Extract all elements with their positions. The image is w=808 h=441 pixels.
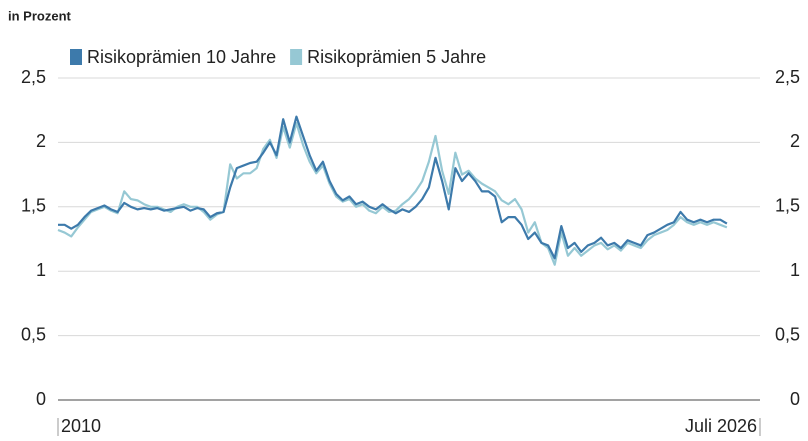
line-series (57, 121, 728, 266)
y-tick-label: 0,5 (21, 324, 46, 344)
y2-tick-label: 1,5 (775, 196, 800, 216)
chart-subtitle: in Prozent (8, 8, 72, 23)
legend-swatch (70, 49, 82, 65)
y-tick-label: 2,5 (21, 67, 46, 87)
y2-tick-label: 0,5 (775, 324, 800, 344)
y-tick-label: 1 (36, 260, 46, 280)
y2-tick-label: 2 (790, 131, 800, 151)
y2-tick-label: 1 (790, 260, 800, 280)
legend-label: Risikoprämien 10 Jahre (87, 47, 276, 67)
y-tick-label: 1,5 (21, 196, 46, 216)
legend-swatch (290, 49, 303, 65)
y2-tick-label: 0 (790, 389, 800, 409)
x-tick-label: 2010 (61, 416, 101, 436)
y2-tick-label: 2,5 (775, 67, 800, 87)
legend-label: Risikoprämien 5 Jahre (307, 47, 486, 67)
y-tick-label: 2 (36, 131, 46, 151)
x-tick-label: Juli 2026 (685, 416, 757, 436)
line-series (58, 115, 728, 260)
y-tick-label: 0 (36, 389, 46, 409)
